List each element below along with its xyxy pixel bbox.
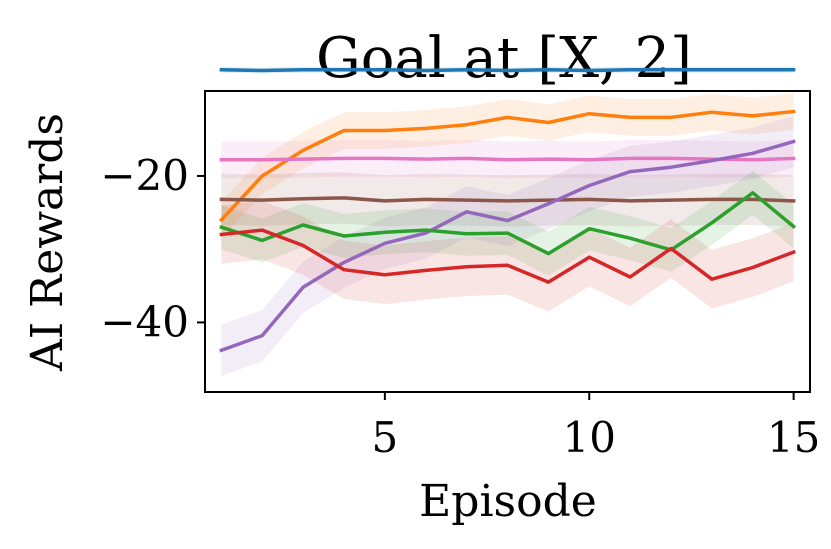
y-tick-label: −20: [100, 151, 189, 200]
x-axis-label: Episode: [419, 476, 597, 527]
x-tick-label: 5: [371, 413, 398, 462]
series-1-line: [219, 68, 796, 73]
chart-title: Goal at [X, 2]: [316, 26, 692, 91]
series-6-line: [219, 191, 797, 256]
x-tick-label: 15: [767, 413, 820, 462]
x-tick-label: 10: [563, 413, 616, 462]
series-3-line: [219, 156, 796, 162]
plot-frame: [204, 90, 811, 393]
y-axis-ticks: −20 −40: [100, 151, 205, 346]
series-7-line: [219, 228, 796, 284]
x-axis-ticks: 5 10 15: [371, 392, 820, 462]
series-4-line: [219, 196, 796, 203]
series-7-band: [221, 200, 794, 312]
series-lines: [218, 68, 797, 353]
y-tick-label: −40: [100, 297, 189, 346]
y-axis-label: AI Rewards: [22, 113, 73, 372]
series-5-band: [221, 115, 794, 376]
series-5-line: [219, 139, 796, 353]
series-2-line: [218, 109, 796, 223]
series-6-band: [221, 170, 794, 276]
